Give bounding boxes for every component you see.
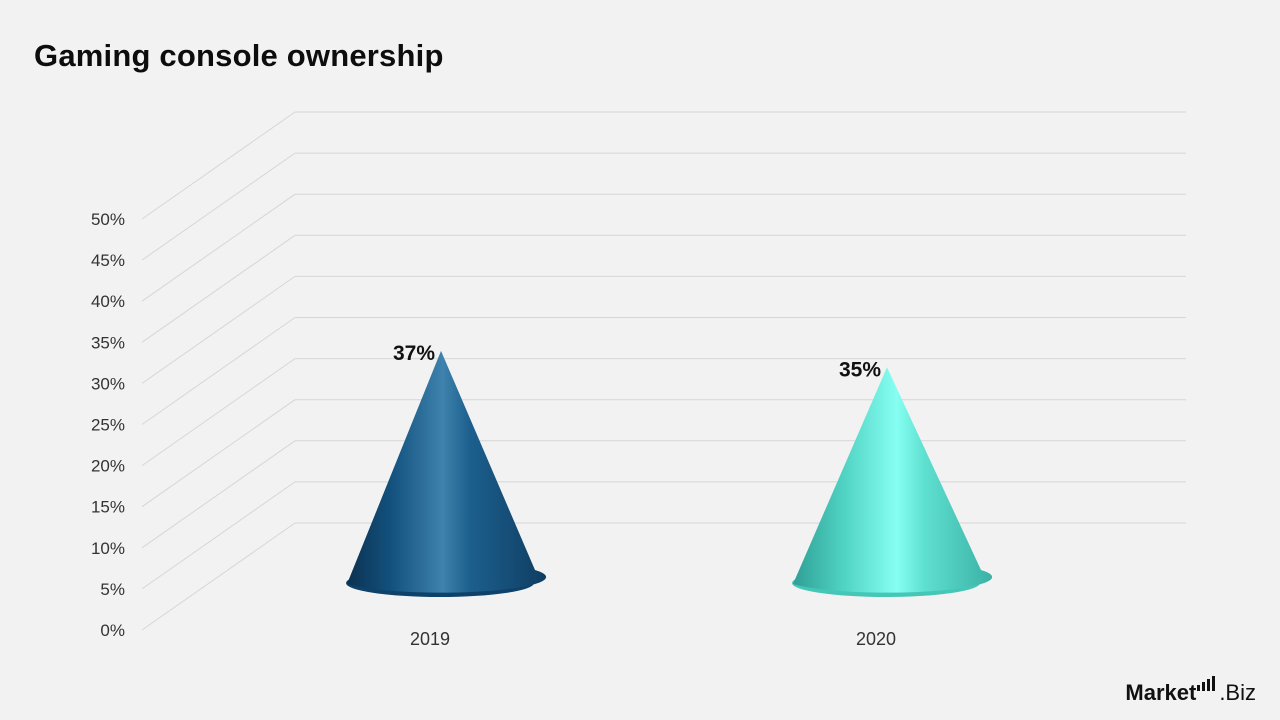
gridline-diagonal (141, 152, 296, 261)
cones (346, 350, 993, 597)
y-tick-label: 45% (91, 251, 125, 270)
cone-body (347, 350, 547, 593)
gridline-diagonal (141, 440, 296, 549)
gridline-diagonal (141, 358, 296, 467)
y-tick-label: 20% (91, 457, 125, 476)
y-tick-label: 40% (91, 292, 125, 311)
y-tick-label: 10% (91, 539, 125, 558)
gridline-diagonal (141, 234, 296, 343)
x-tick-label: 2019 (410, 629, 450, 649)
chart-title: Gaming console ownership (34, 38, 444, 73)
y-tick-label: 35% (91, 333, 125, 352)
x-tick-label: 2020 (856, 629, 896, 649)
y-tick-label: 15% (91, 498, 125, 517)
gridline-diagonal (141, 193, 296, 302)
y-tick-label: 0% (100, 621, 125, 640)
gridline-diagonal (141, 399, 296, 508)
x-axis-labels: 2019 2020 (410, 629, 896, 649)
gridline-diagonal (141, 481, 296, 590)
logo-brand: Market (1125, 680, 1197, 705)
marketbiz-logo: Market .Biz (1125, 676, 1256, 706)
logo-bars-icon (1197, 676, 1216, 691)
data-labels: 37% 35% (393, 342, 881, 381)
data-label: 35% (839, 358, 881, 381)
data-label: 37% (393, 342, 435, 365)
y-tick-label: 5% (100, 580, 125, 599)
gridline-diagonal (141, 317, 296, 425)
gridline-diagonal (141, 522, 296, 631)
y-tick-label: 30% (91, 374, 125, 393)
y-tick-label: 25% (91, 416, 125, 435)
y-tick-label: 50% (91, 210, 125, 229)
cone-2019 (346, 350, 547, 597)
cone-body (793, 367, 993, 593)
gridline-diagonal (141, 111, 296, 220)
y-axis-ticks: 0% 5% 10% 15% 20% 25% 30% 35% 40% 45% 50% (91, 210, 125, 640)
gridlines (141, 111, 1186, 631)
cone-2020 (792, 367, 993, 597)
logo-suffix: .Biz (1219, 680, 1256, 705)
gridline-diagonal (141, 275, 296, 384)
